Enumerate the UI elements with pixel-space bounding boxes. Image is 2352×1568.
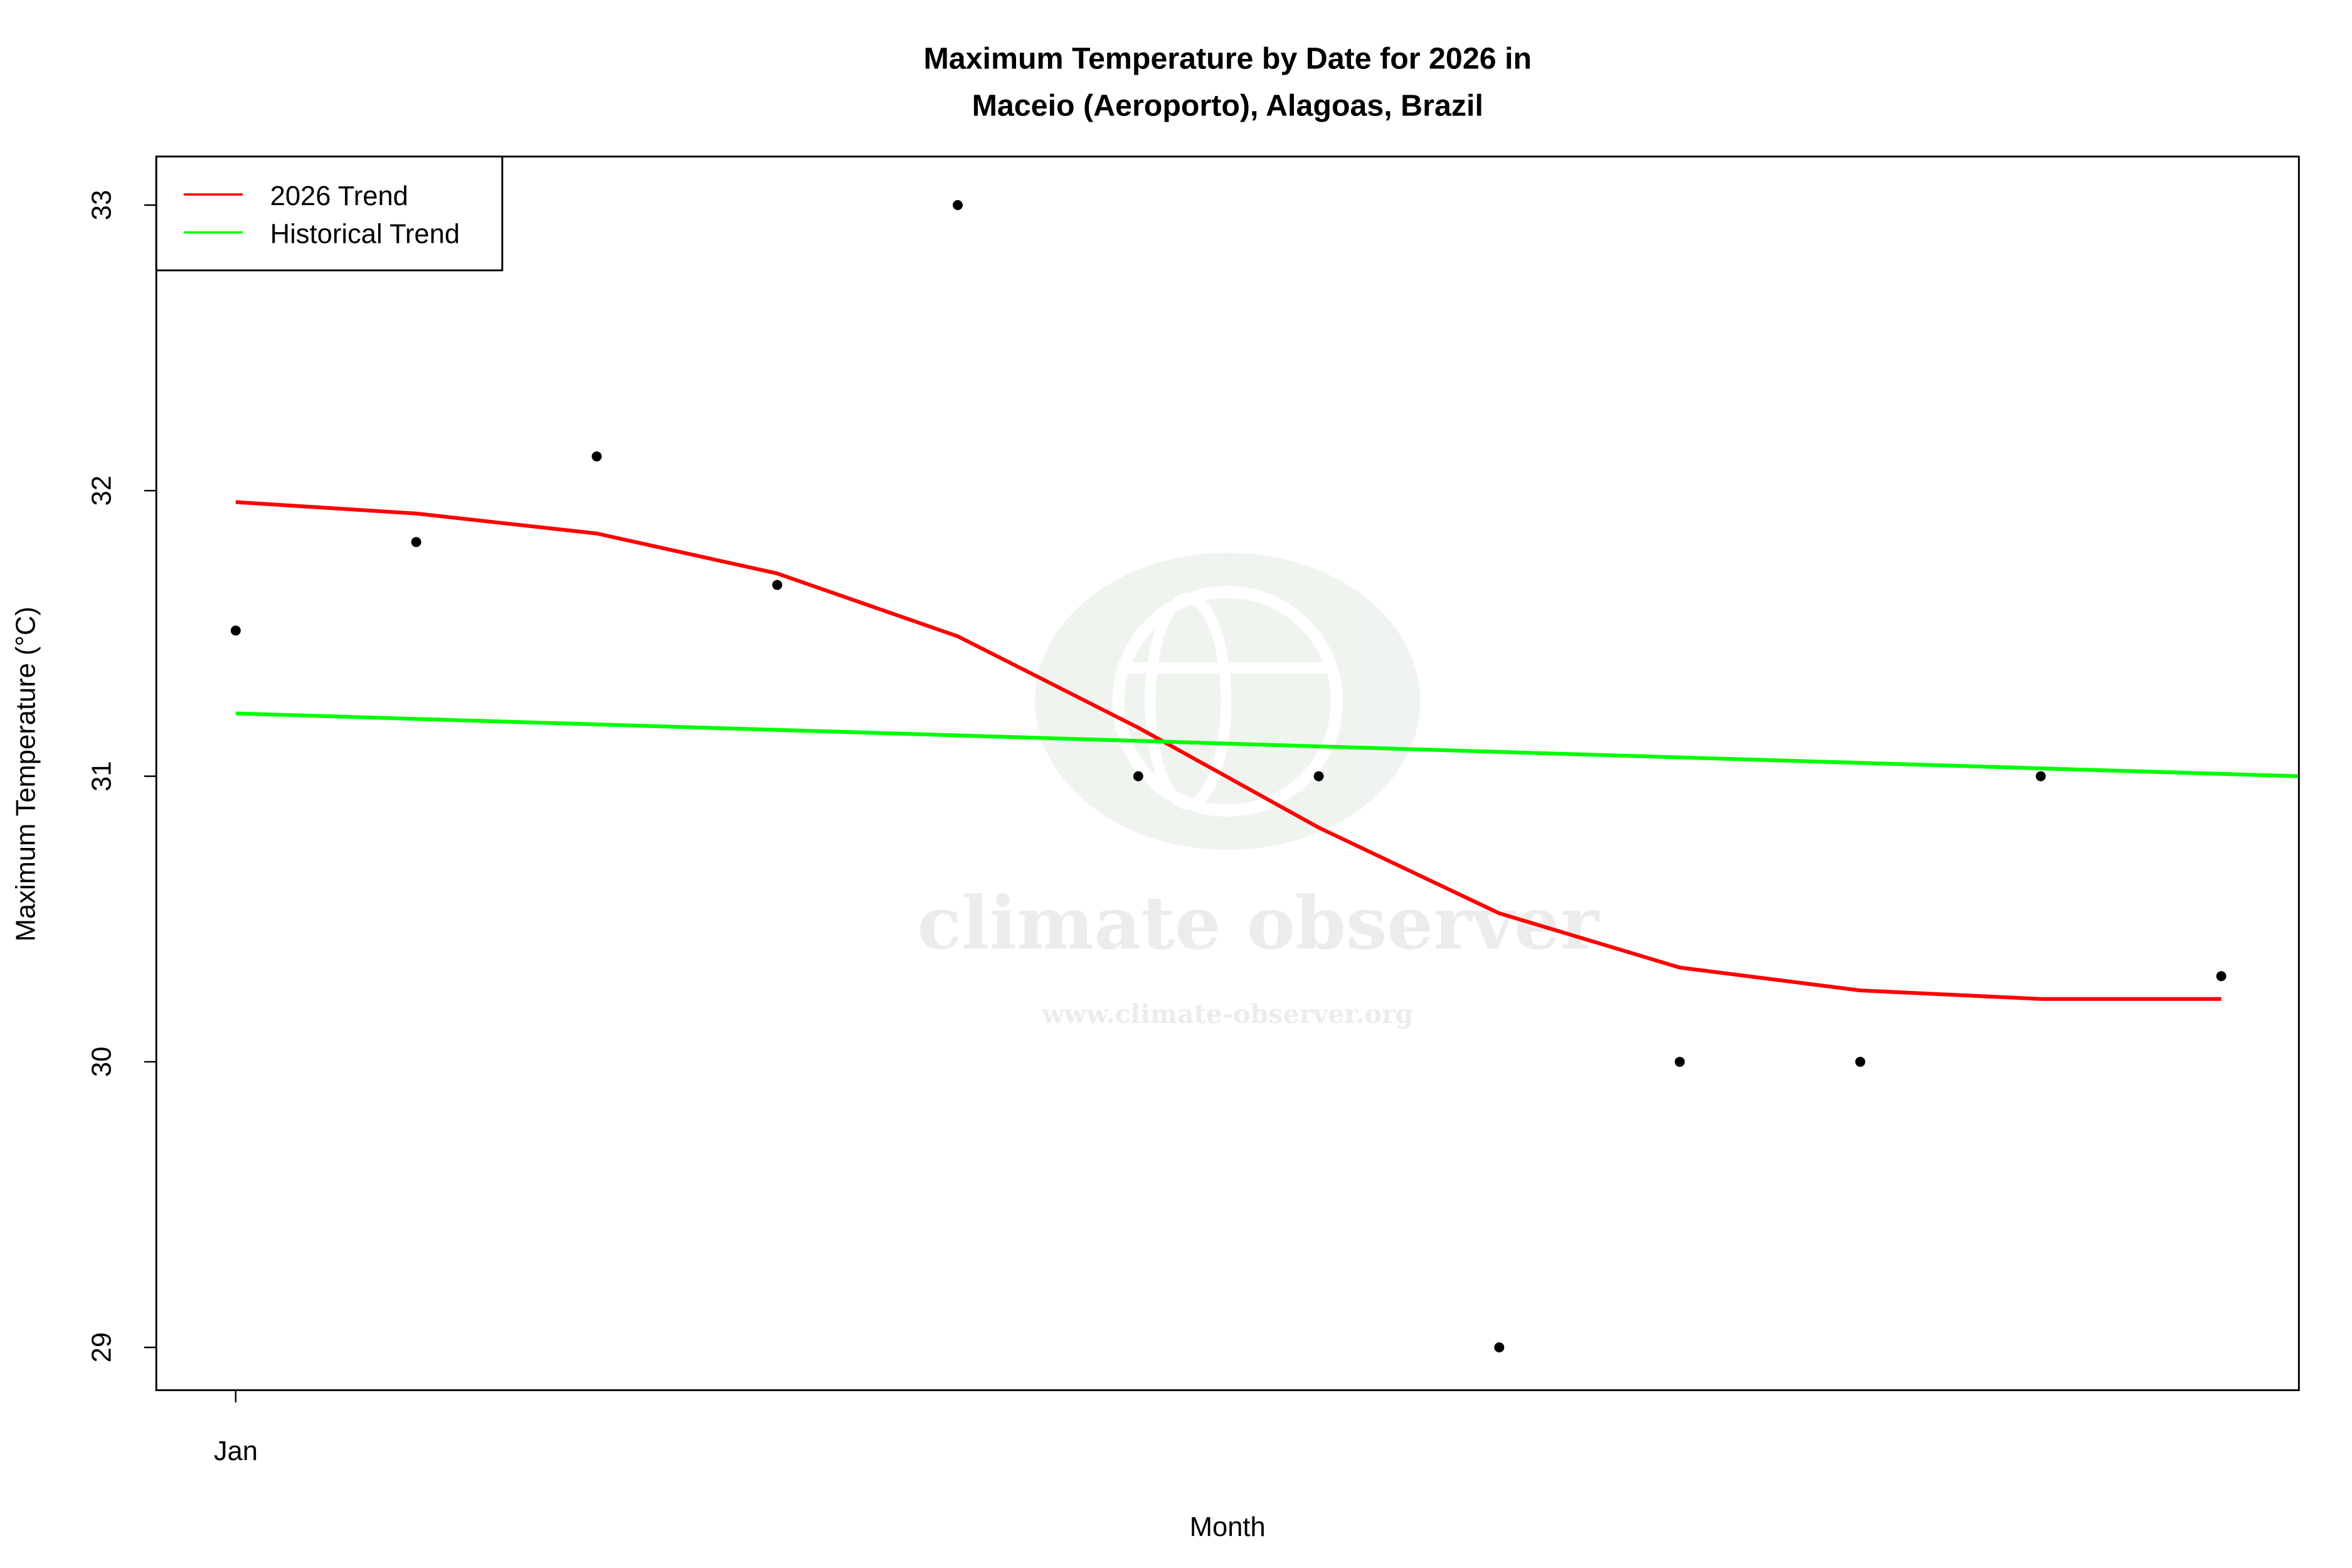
data-point xyxy=(2035,771,2046,781)
data-point xyxy=(953,200,963,210)
data-point xyxy=(1313,771,1324,781)
y-tick-label: 29 xyxy=(87,1332,117,1362)
series-2026-trend-line xyxy=(235,500,2222,1001)
plot-frame xyxy=(155,156,2300,1391)
y-axis-label: Maximum Temperature (°C) xyxy=(11,607,41,941)
legend-label-2026-trend: 2026 Trend xyxy=(270,181,408,211)
watermark-url: www.climate-observer.org xyxy=(1041,999,1413,1029)
legend-label-historical-trend: Historical Trend xyxy=(270,220,460,250)
series-historical-trend-line xyxy=(235,711,2299,778)
data-point xyxy=(1855,1056,1865,1067)
data-point xyxy=(1494,1342,1505,1353)
chart-title-line2: Maceio (Aeroporto), Alagoas, Brazil xyxy=(972,88,1483,122)
data-point xyxy=(2216,971,2227,982)
y-tick-label: 33 xyxy=(87,190,117,220)
data-point xyxy=(591,451,602,462)
data-point xyxy=(230,625,241,636)
watermark: climate observer www.climate-observer.or… xyxy=(917,553,1600,1029)
legend: 2026 Trend Historical Trend xyxy=(155,156,504,272)
data-point xyxy=(411,537,421,548)
data-point xyxy=(1133,771,1143,781)
data-point xyxy=(772,580,783,590)
x-axis-label: Month xyxy=(1190,1512,1266,1542)
x-tick-label: Jan xyxy=(214,1436,258,1466)
chart-title-line1: Maximum Temperature by Date for 2026 in xyxy=(923,41,1532,75)
watermark-name: climate observer xyxy=(917,881,1599,967)
y-tick-label: 30 xyxy=(87,1047,117,1077)
legend-box xyxy=(155,156,504,272)
data-point xyxy=(1675,1056,1685,1067)
y-tick-label: 31 xyxy=(87,761,117,791)
y-tick-label: 32 xyxy=(87,475,117,506)
